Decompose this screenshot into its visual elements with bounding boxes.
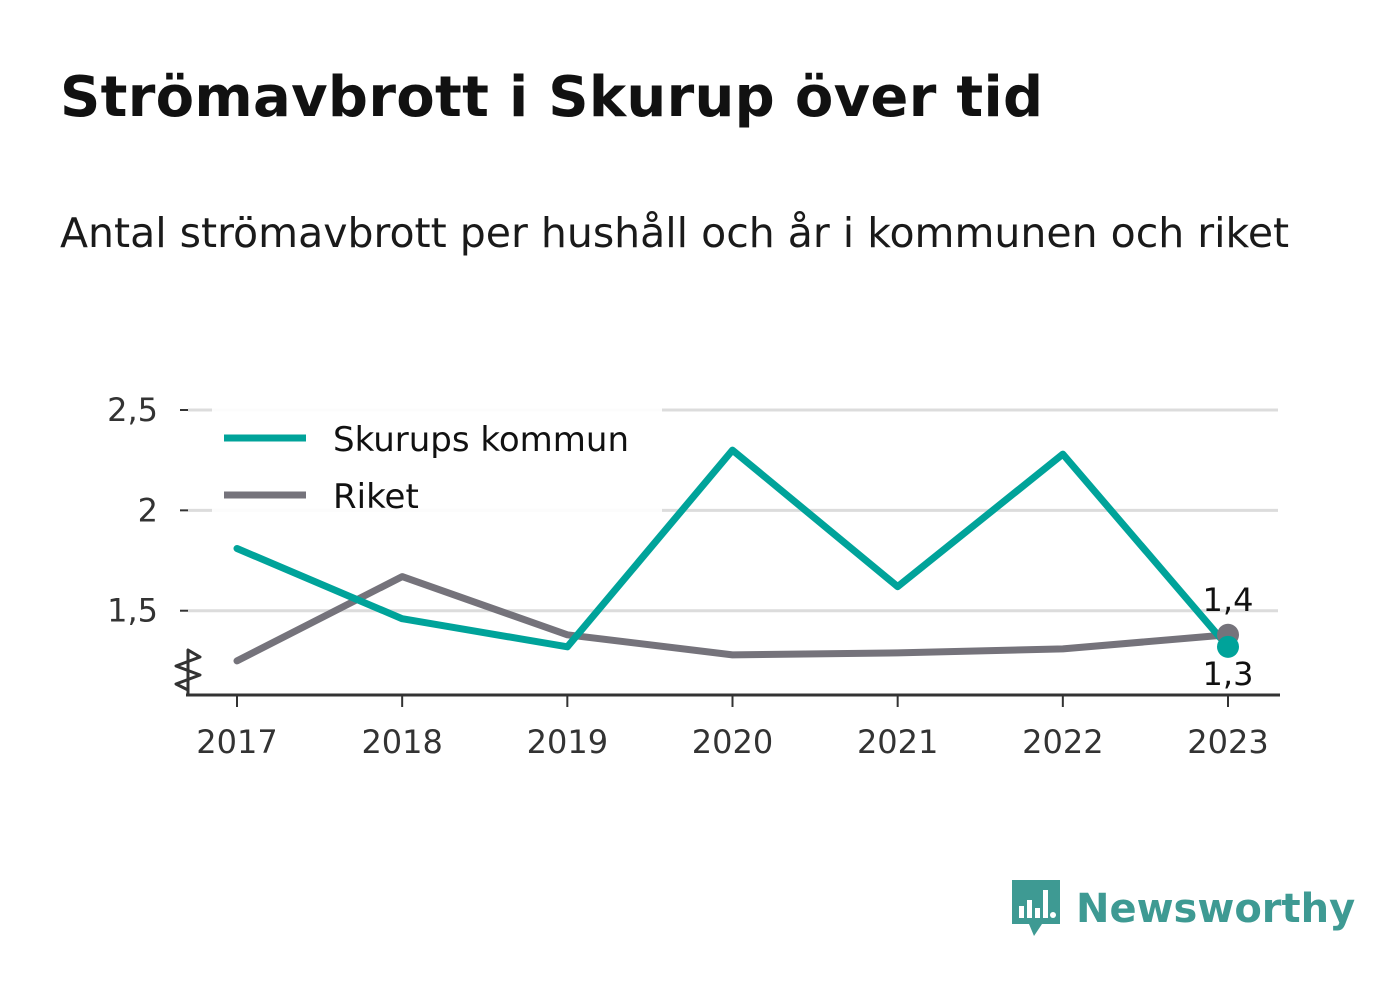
end-label-skurups-kommun: 1,3 [1203, 655, 1254, 693]
legend-label-skurups-kommun: Skurups kommun [333, 420, 629, 460]
y-tick-label: 2 [138, 491, 158, 529]
series-line-riket [233, 573, 1232, 665]
legend: Skurups kommun Riket [212, 408, 662, 520]
x-tick-label: 2020 [692, 723, 773, 761]
y-axis-break-icon [174, 648, 202, 692]
y-axis-ticks: 1,5 2 2,5 [107, 391, 188, 630]
x-axis-ticks: 2017 2018 2019 2020 2021 2022 2023 [196, 695, 1269, 761]
x-tick-label: 2023 [1187, 723, 1268, 761]
x-tick-label: 2021 [857, 723, 938, 761]
x-tick-label: 2022 [1022, 723, 1103, 761]
x-tick-label: 2019 [527, 723, 608, 761]
chart-subtitle: Antal strömavbrott per hushåll och år i … [60, 209, 1290, 257]
newsworthy-logo-icon [1012, 880, 1060, 936]
y-tick-label: 1,5 [107, 592, 158, 630]
chart-title: Strömavbrott i Skurup över tid [60, 65, 1044, 130]
newsworthy-brand: Newsworthy [1010, 878, 1355, 940]
x-tick-label: 2018 [361, 723, 442, 761]
series-line-skurups-kommun [233, 446, 1232, 651]
series-endpoints [1217, 623, 1239, 658]
data-point-skurups-kommun-last [1217, 635, 1239, 658]
legend-background [212, 408, 662, 520]
end-label-riket: 1,4 [1203, 581, 1254, 619]
y-tick-label: 2,5 [107, 391, 158, 429]
series-lines [233, 446, 1232, 665]
x-tick-label: 2017 [196, 723, 277, 761]
legend-label-riket: Riket [333, 477, 419, 517]
brand-name: Newsworthy [1076, 886, 1356, 932]
